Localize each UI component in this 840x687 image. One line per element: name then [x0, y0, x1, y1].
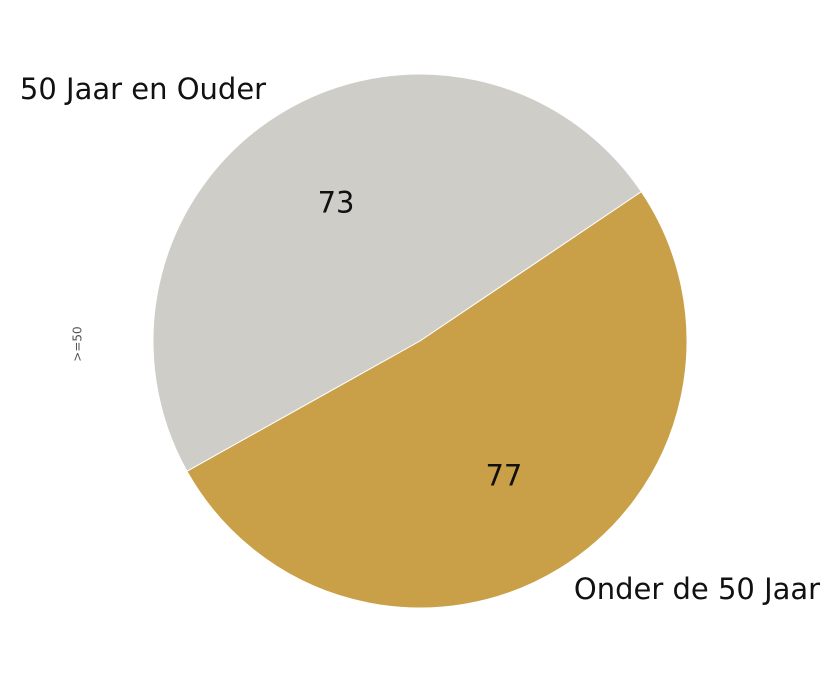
slice-label-50-jaar-en-ouder: 50 Jaar en Ouder — [20, 72, 266, 106]
pie-slices — [153, 74, 687, 608]
value-label-50-jaar-en-ouder: 73 — [318, 186, 355, 220]
value-label-onder-de-50-jaar: 77 — [485, 458, 522, 492]
y-axis-label: >=50 — [71, 326, 85, 361]
slice-label-onder-de-50-jaar: Onder de 50 Jaar — [574, 572, 820, 606]
